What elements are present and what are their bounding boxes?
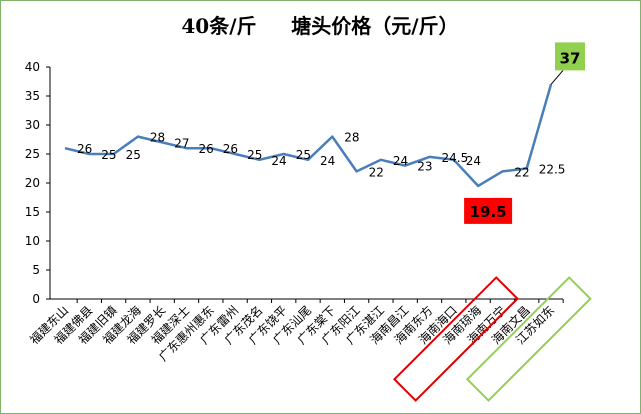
y-tick-label: 15 [25,205,40,219]
data-label: 28 [344,131,359,145]
red-highlight-box [393,276,519,402]
y-tick-label: 35 [25,89,40,103]
y-tick-label: 20 [25,176,40,190]
data-label: 26 [199,142,214,156]
data-label: 24 [271,154,286,168]
series-line [64,84,553,188]
data-label: 22 [514,165,529,179]
y-tick-label: 30 [25,118,40,132]
data-label: 22 [369,165,384,179]
data-label: 26 [223,142,238,156]
data-label: 27 [174,136,189,150]
max-value-badge [555,42,585,71]
data-label: 25 [101,148,116,162]
data-label: 22.5 [539,163,566,177]
y-tick-label: 0 [32,292,40,306]
green-highlight-box [465,276,592,402]
data-label: 24 [393,154,408,168]
y-tick-label: 40 [25,60,40,74]
data-label: 24 [320,154,335,168]
y-tick-label: 25 [25,147,40,161]
y-tick-label: 5 [32,263,40,277]
chart-title: 40条/斤 塘头价格（元/斤） [181,14,458,38]
callout-line [550,70,564,85]
data-label: 23 [417,160,432,174]
min-value-badge [464,197,513,224]
y-tick-label: 10 [25,234,40,248]
data-label: 19.5 [470,203,507,221]
data-label: 24 [466,154,481,168]
data-label: 25 [247,148,262,162]
data-label: 25 [126,148,141,162]
data-label: 28 [150,131,165,145]
data-label: 25 [296,148,311,162]
data-label: 24.5 [442,151,469,165]
data-label: 37 [560,49,581,67]
data-label: 26 [77,142,92,156]
